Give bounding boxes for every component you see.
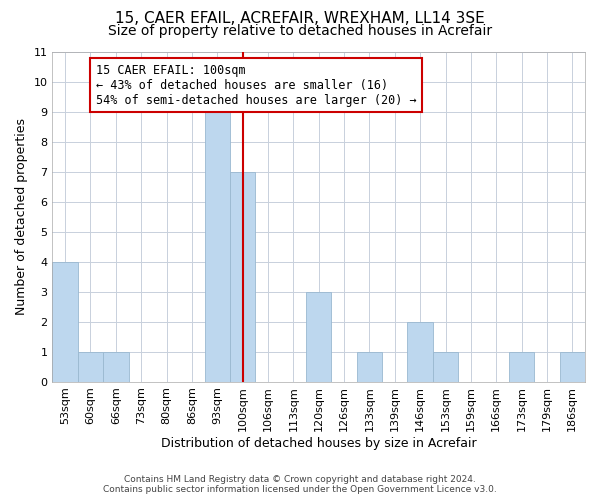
Bar xyxy=(230,172,256,382)
Bar xyxy=(205,112,230,382)
Text: 15 CAER EFAIL: 100sqm
← 43% of detached houses are smaller (16)
54% of semi-deta: 15 CAER EFAIL: 100sqm ← 43% of detached … xyxy=(95,64,416,106)
Text: Contains HM Land Registry data © Crown copyright and database right 2024.
Contai: Contains HM Land Registry data © Crown c… xyxy=(103,474,497,494)
Bar xyxy=(103,352,128,382)
Y-axis label: Number of detached properties: Number of detached properties xyxy=(15,118,28,315)
Bar xyxy=(357,352,382,382)
Bar xyxy=(52,262,78,382)
Bar xyxy=(306,292,331,382)
Text: Size of property relative to detached houses in Acrefair: Size of property relative to detached ho… xyxy=(108,24,492,38)
Bar xyxy=(407,322,433,382)
Bar xyxy=(509,352,534,382)
Bar xyxy=(560,352,585,382)
Bar xyxy=(433,352,458,382)
Bar xyxy=(78,352,103,382)
X-axis label: Distribution of detached houses by size in Acrefair: Distribution of detached houses by size … xyxy=(161,437,476,450)
Text: 15, CAER EFAIL, ACREFAIR, WREXHAM, LL14 3SE: 15, CAER EFAIL, ACREFAIR, WREXHAM, LL14 … xyxy=(115,11,485,26)
